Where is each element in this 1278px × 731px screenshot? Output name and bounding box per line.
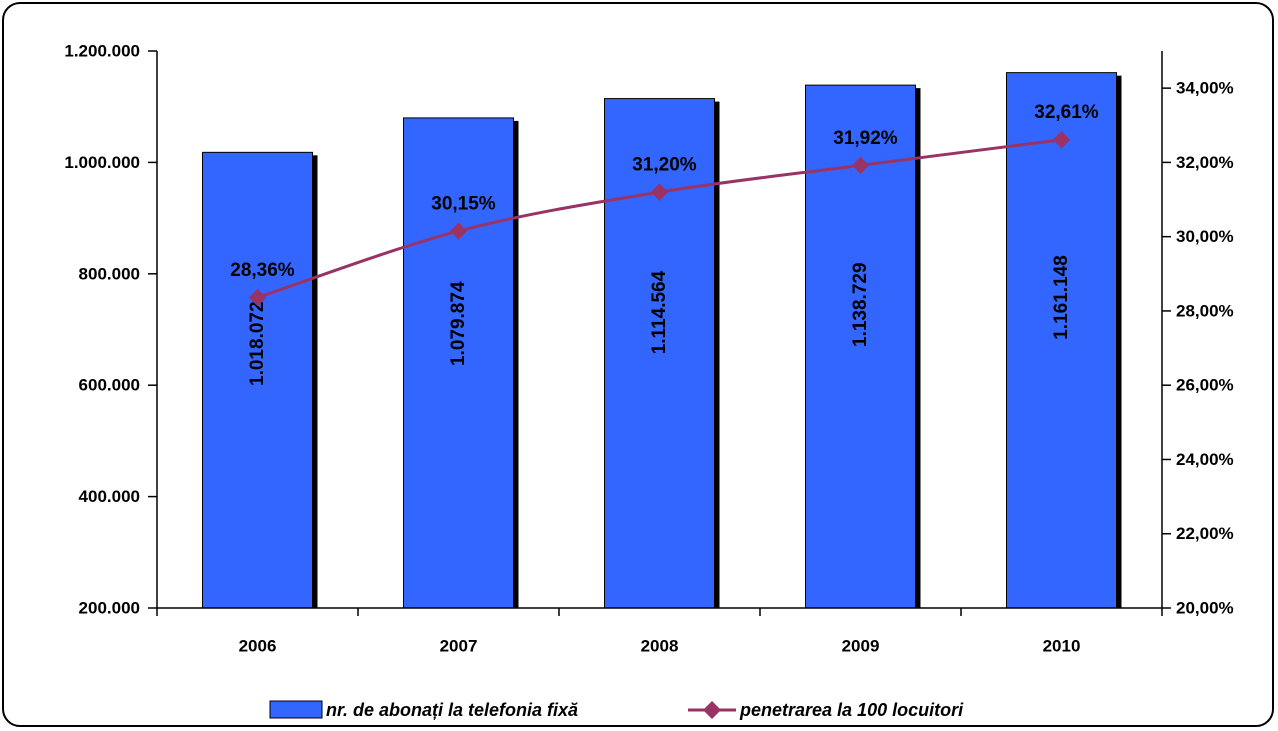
- bar-value-label: 1.161.148: [1051, 255, 1072, 340]
- bar-value-label: 1.114.564: [649, 270, 670, 354]
- line-point-marker: [1052, 131, 1071, 149]
- y-left-tick-label: 200.000: [79, 599, 140, 618]
- legend-line-label: penetrarea la 100 locuitori: [739, 700, 964, 720]
- axes-layer: 200.000 400.000 600.000 800.000 1.000.000 1.2…: [64, 42, 1233, 656]
- line-value-label: 31,20%: [632, 155, 697, 176]
- line-value-label: 28,36%: [230, 260, 295, 281]
- y-right-tick-label: 26,00%: [1176, 376, 1234, 395]
- bars-layer: 1.018.072 1.079.874 1.114.564 1.138.729 1.16…: [202, 72, 1122, 609]
- bar-value-label: 1.138.729: [850, 262, 871, 347]
- legend: nr. de abonați la telefonia fixă penetrar…: [269, 700, 964, 720]
- y-left-tick-label: 400.000: [79, 487, 140, 506]
- bar-value-label: 1.079.874: [448, 281, 469, 366]
- bar: [202, 151, 313, 609]
- x-tick-label: 2010: [1043, 637, 1081, 656]
- y-right-tick-label: 24,00%: [1176, 450, 1234, 469]
- bar: [403, 117, 514, 609]
- y-right-tick-label: 32,00%: [1176, 153, 1234, 172]
- y-right-tick-label: 28,00%: [1176, 301, 1234, 320]
- y-right-tick-label: 22,00%: [1176, 524, 1234, 543]
- line-value-label: 30,15%: [431, 194, 496, 215]
- x-tick-label: 2009: [842, 637, 880, 656]
- y-right-tick-label: 30,00%: [1176, 227, 1234, 246]
- y-left-tick-label: 800.000: [79, 264, 140, 283]
- y-right-tick-label: 20,00%: [1176, 599, 1234, 618]
- legend-line-marker: [703, 701, 721, 719]
- line-layer: 28,36% 30,15% 31,20% 31,92% 32,61%: [230, 102, 1099, 307]
- bar-value-label: 1.018.072: [247, 301, 268, 386]
- x-tick-label: 2006: [239, 637, 277, 656]
- bar: [1006, 72, 1117, 609]
- y-left-tick-label: 1.000.000: [64, 153, 140, 172]
- y-left-tick-label: 1.200.000: [64, 42, 140, 61]
- line-point-marker: [248, 288, 267, 307]
- y-left-tick-label: 600.000: [79, 376, 140, 395]
- x-tick-label: 2007: [440, 637, 478, 656]
- line-point-marker: [650, 183, 669, 201]
- legend-bar-label: nr. de abonați la telefonia fixă: [326, 700, 578, 720]
- x-tick-label: 2008: [641, 637, 679, 656]
- legend-bar-swatch: [269, 700, 323, 719]
- line-value-label: 31,92%: [833, 128, 898, 149]
- line-point-marker: [851, 156, 870, 175]
- line-point-marker: [449, 222, 468, 240]
- line-value-label: 32,61%: [1034, 102, 1099, 123]
- y-right-tick-label: 34,00%: [1176, 79, 1234, 98]
